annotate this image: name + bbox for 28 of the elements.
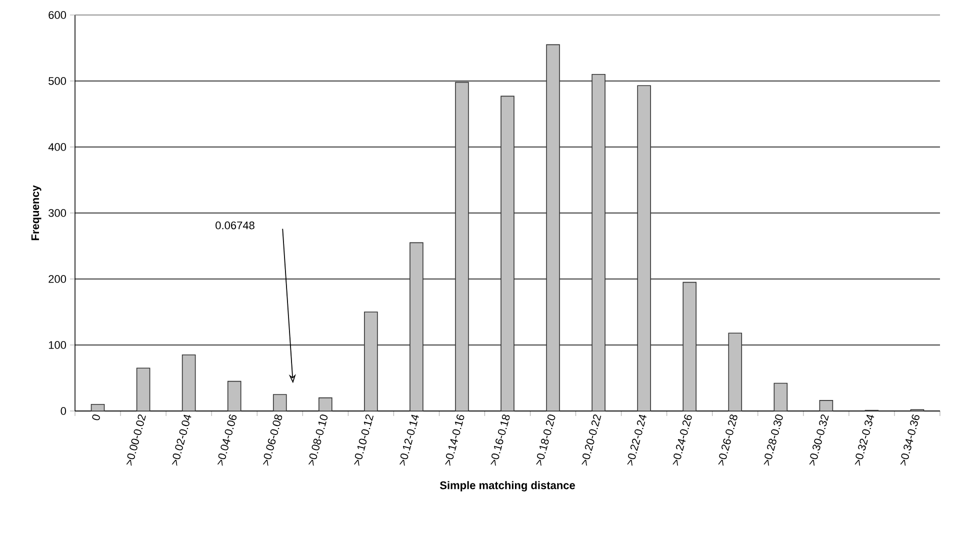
bar [455,82,469,412]
bar [318,397,332,412]
y-tick-label: 200 [48,275,66,283]
y-axis-title: Frequency [31,185,42,240]
annotation: 0.06748 [216,221,254,230]
bar [546,44,560,412]
bar [592,74,606,412]
bar [90,404,105,412]
bar [682,282,697,412]
bar [136,368,150,412]
x-axis-title: Simple matching distance [440,481,575,492]
y-tick-label: 600 [48,11,66,19]
y-tick-label: 500 [48,77,66,85]
bar [819,400,834,412]
bar [272,394,287,412]
bar [227,380,242,412]
bar [182,354,196,412]
y-tick-label: 100 [48,341,66,349]
y-tick-label: 400 [48,143,66,151]
bar [774,382,788,412]
y-tick-label: 0 [60,407,66,415]
x-tick-label: 0 [92,414,100,420]
bar [637,85,651,412]
bar [728,332,742,412]
y-tick-label: 300 [48,209,66,217]
bar [364,312,378,412]
bar [410,242,424,412]
bar [500,96,514,412]
